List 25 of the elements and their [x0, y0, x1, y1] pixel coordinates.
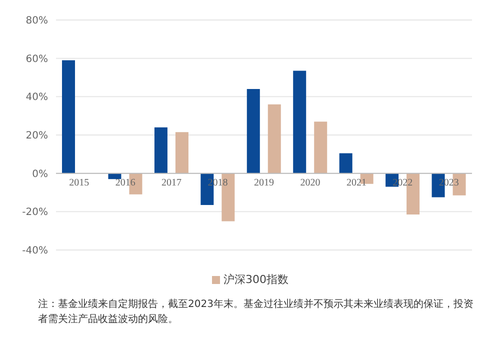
x-tick-label: 2020 [300, 177, 320, 188]
x-tick-label: 2019 [254, 177, 274, 188]
x-tick-label: 2018 [208, 177, 228, 188]
y-tick-label: 60% [26, 54, 48, 65]
y-tick-label: 80% [26, 16, 48, 27]
text: 注：基金业绩来自定期报告，截至2023年末。基金过往业绩并不预示其未来业绩表现的保证，投资者需关注产品收益波动的风险。 [38, 298, 474, 327]
y-tick-label: -20% [22, 207, 48, 218]
x-tick-label: 2023 [438, 177, 459, 188]
bar [154, 127, 168, 174]
bar [175, 132, 188, 174]
bar [62, 60, 75, 174]
legend-label: 沪深300指数 [222, 272, 288, 287]
x-tick-label: 2022 [392, 177, 413, 188]
bar [293, 70, 306, 174]
bar [314, 122, 328, 174]
x-tick-label: 2017 [162, 177, 182, 188]
bar [339, 153, 352, 174]
y-tick-label: -40% [22, 246, 48, 257]
x-tick-label: 2015 [69, 177, 90, 188]
y-tick-label: 40% [26, 92, 48, 104]
y-tick-label: 20% [26, 130, 48, 142]
y-tick-label: 0% [32, 168, 48, 180]
bar [246, 89, 260, 174]
x-tick-label: 2021 [346, 177, 366, 188]
bar [268, 104, 281, 174]
